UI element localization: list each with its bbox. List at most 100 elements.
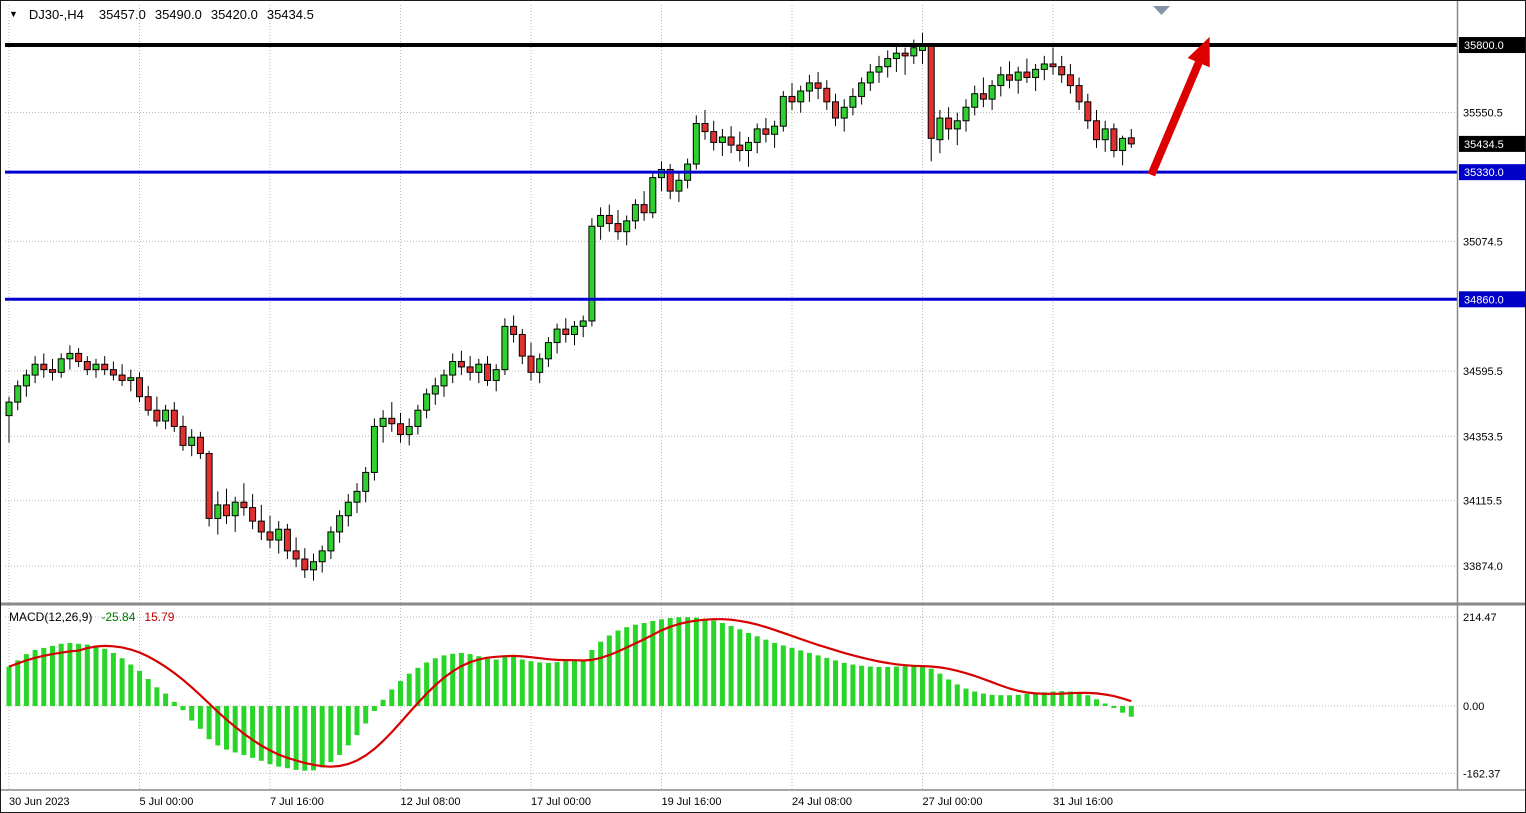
- macd-histogram-bar: [189, 706, 195, 721]
- macd-histogram-bar: [41, 647, 47, 707]
- macd-histogram-bar: [650, 620, 656, 707]
- candle-body: [1110, 128, 1118, 152]
- candle-body: [144, 396, 152, 411]
- candlestick-series: [5, 32, 1135, 581]
- candle-body: [849, 95, 857, 108]
- macd-histogram-bar: [284, 706, 290, 769]
- macd-histogram-bar: [876, 667, 882, 707]
- macd-histogram-bar: [1085, 695, 1091, 707]
- candle-body: [718, 136, 726, 143]
- macd-histogram-bar: [702, 618, 708, 707]
- macd-histogram-bar: [867, 666, 873, 707]
- macd-main-value: -25.84: [101, 610, 136, 624]
- candle-body: [1058, 66, 1066, 76]
- chart-shift-marker-icon[interactable]: [1153, 6, 1170, 15]
- candle-body: [57, 358, 65, 373]
- macd-histogram-bar: [1050, 691, 1056, 707]
- candle-body: [962, 106, 970, 122]
- macd-histogram-bar: [580, 659, 586, 707]
- macd-histogram-bar: [197, 706, 203, 729]
- candle-body: [49, 369, 56, 373]
- macd-histogram-bar: [798, 650, 804, 707]
- candle-body: [588, 225, 596, 322]
- macd-histogram-bar: [415, 667, 421, 707]
- candle-body: [388, 417, 396, 425]
- macd-histogram-bar: [110, 652, 116, 707]
- price-axis-label: 33874.0: [1463, 561, 1503, 573]
- candle-body: [75, 352, 83, 363]
- candle-body: [223, 504, 230, 517]
- macd-histogram-bar: [763, 639, 769, 707]
- macd-histogram-bar: [363, 706, 369, 724]
- trend-arrow[interactable]: [1147, 36, 1210, 177]
- macd-histogram-bar: [833, 660, 838, 707]
- macd-histogram-bar: [824, 657, 830, 707]
- candle-body: [518, 333, 526, 357]
- candle-body: [405, 425, 413, 436]
- ohlc-close: 35434.5: [266, 7, 314, 22]
- macd-histogram-bar: [163, 693, 169, 707]
- ohlc-open: 35457.0: [98, 7, 146, 22]
- macd-histogram-bar: [1033, 693, 1039, 707]
- candle-body: [675, 179, 683, 192]
- candle-body: [823, 87, 831, 103]
- candle-body: [536, 358, 544, 373]
- macd-histogram-bar: [937, 673, 943, 707]
- macd-histogram-bar: [928, 668, 934, 707]
- macd-histogram-bar: [380, 699, 386, 707]
- horizontal-level-lines[interactable]: [5, 43, 1457, 301]
- macd-histogram-bar: [371, 706, 377, 711]
- macd-signal-line: [8, 618, 1132, 768]
- candle-body: [814, 82, 822, 89]
- macd-histogram-bar: [754, 636, 760, 707]
- candle-body: [501, 325, 509, 371]
- candle-body: [179, 425, 187, 446]
- candle-body: [466, 366, 474, 373]
- candle-body: [936, 117, 944, 141]
- trend-arrow-shaft[interactable]: [1147, 61, 1203, 177]
- candle-body: [275, 528, 283, 541]
- candle-body: [527, 355, 535, 373]
- macd-histogram-bar: [84, 644, 90, 707]
- candle-body: [240, 501, 248, 509]
- candle-body: [283, 528, 291, 552]
- candle-body: [875, 66, 883, 73]
- macd-histogram-bar: [1128, 706, 1134, 717]
- macd-histogram-bar: [311, 706, 316, 771]
- trend-arrow-head[interactable]: [1187, 36, 1210, 68]
- candle-body: [457, 361, 465, 368]
- candle-body: [544, 342, 552, 360]
- candle-body: [136, 377, 143, 398]
- candle-body: [362, 471, 370, 492]
- macd-histogram-bar: [345, 706, 351, 746]
- ohlc-low: 35420.0: [210, 7, 258, 22]
- macd-histogram-bar: [154, 687, 160, 707]
- macd-histogram-bar: [850, 664, 856, 707]
- candle-body: [188, 436, 196, 446]
- candle-body: [127, 377, 135, 381]
- candle-body: [5, 401, 13, 417]
- candle-body: [336, 515, 344, 533]
- price-scale-marker: 35330.0: [1464, 167, 1504, 179]
- macd-histogram-bar: [946, 679, 952, 707]
- macd-histogram-bar: [1007, 695, 1012, 707]
- candle-body: [553, 328, 561, 344]
- candle-body: [301, 558, 309, 571]
- macd-histogram-bar: [293, 706, 299, 770]
- price-axis-label: 34115.5: [1463, 496, 1502, 508]
- macd-histogram-bar: [911, 665, 917, 707]
- macd-signal-value: 15.79: [144, 610, 175, 624]
- candle-body: [257, 520, 265, 533]
- candle-body: [231, 501, 239, 517]
- macd-histogram-bar: [23, 654, 29, 707]
- time-axis-label: 24 Jul 08:00: [792, 796, 852, 808]
- candle-body: [92, 363, 100, 371]
- dropdown-triangle-icon[interactable]: ▼: [9, 9, 18, 19]
- candle-body: [440, 374, 448, 387]
- price-scale-marker-box: [1459, 135, 1525, 152]
- macd-label: MACD(12,26,9): [9, 610, 93, 624]
- time-axis-label: 5 Jul 00:00: [140, 796, 194, 808]
- macd-indicator: [6, 617, 1134, 771]
- candle-body: [379, 417, 387, 427]
